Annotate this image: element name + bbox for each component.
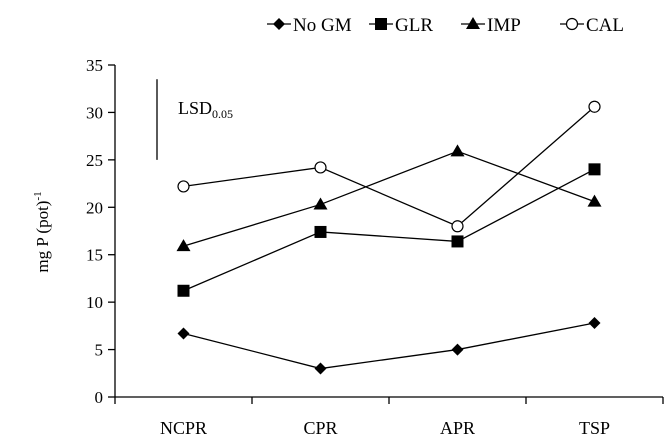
data-point bbox=[451, 343, 464, 356]
legend-marker bbox=[273, 18, 285, 30]
y-tick-label: 0 bbox=[95, 388, 104, 407]
x-ticks: NCPR CPR APR TSP bbox=[114, 397, 664, 438]
series-line bbox=[183, 150, 595, 247]
x-category-label: APR bbox=[440, 418, 475, 438]
y-tick-label: 20 bbox=[86, 198, 103, 217]
series-triangle bbox=[176, 144, 602, 252]
data-point bbox=[587, 194, 602, 207]
legend-item: CAL bbox=[560, 15, 624, 36]
data-point bbox=[314, 161, 327, 174]
legend-item: IMP bbox=[461, 15, 521, 36]
y-axis-label-text: mg P (pot)-1 bbox=[32, 191, 52, 272]
legend-label: IMP bbox=[487, 15, 521, 36]
series-open-circle bbox=[177, 100, 601, 233]
lsd-label: LSD0.05 bbox=[178, 98, 233, 121]
lsd-annotation: LSD0.05 bbox=[156, 79, 233, 160]
legend: No GM GLR IMP CAL bbox=[267, 15, 624, 36]
y-tick-label: 15 bbox=[86, 246, 103, 265]
data-point bbox=[451, 235, 464, 248]
series-line bbox=[183, 168, 595, 292]
legend-label: CAL bbox=[586, 15, 624, 36]
legend-label: GLR bbox=[395, 15, 433, 36]
data-point bbox=[177, 284, 190, 297]
legend-item: GLR bbox=[369, 15, 433, 36]
legend-marker bbox=[565, 17, 579, 31]
data-point bbox=[177, 180, 190, 193]
series-line bbox=[183, 322, 595, 370]
legend-label: No GM bbox=[293, 15, 352, 36]
series-diamond bbox=[177, 317, 601, 375]
series-group bbox=[176, 100, 602, 375]
data-point bbox=[588, 317, 601, 330]
series-line bbox=[183, 106, 595, 228]
data-point bbox=[176, 239, 191, 252]
x-category-label: CPR bbox=[303, 418, 337, 438]
data-point bbox=[451, 220, 464, 233]
lsd-label-subscript: 0.05 bbox=[212, 107, 233, 121]
y-axis-label: mg P (pot)-1 bbox=[32, 191, 52, 272]
data-point bbox=[313, 197, 328, 210]
data-point bbox=[588, 100, 601, 113]
series-square bbox=[177, 163, 601, 297]
data-point bbox=[588, 163, 601, 176]
lsd-label-main: LSD bbox=[178, 98, 212, 118]
x-category-label: NCPR bbox=[160, 418, 207, 438]
data-point bbox=[314, 225, 327, 238]
legend-item: No GM bbox=[267, 15, 352, 36]
data-point bbox=[314, 362, 327, 375]
legend-marker bbox=[375, 18, 387, 30]
y-axis-label-main: mg P (pot) bbox=[33, 201, 52, 273]
y-tick-label: 25 bbox=[86, 151, 103, 170]
x-category-label: TSP bbox=[579, 418, 610, 438]
data-point bbox=[450, 144, 465, 157]
y-tick-label: 10 bbox=[86, 293, 103, 312]
legend-marker bbox=[466, 17, 480, 29]
data-point bbox=[177, 327, 190, 340]
y-tick-label: 35 bbox=[86, 56, 103, 75]
y-axis-label-superscript: -1 bbox=[32, 191, 44, 200]
y-ticks: 0 5 10 15 20 25 30 35 bbox=[86, 56, 115, 407]
y-tick-label: 30 bbox=[86, 103, 103, 122]
y-tick-label: 5 bbox=[95, 341, 104, 360]
